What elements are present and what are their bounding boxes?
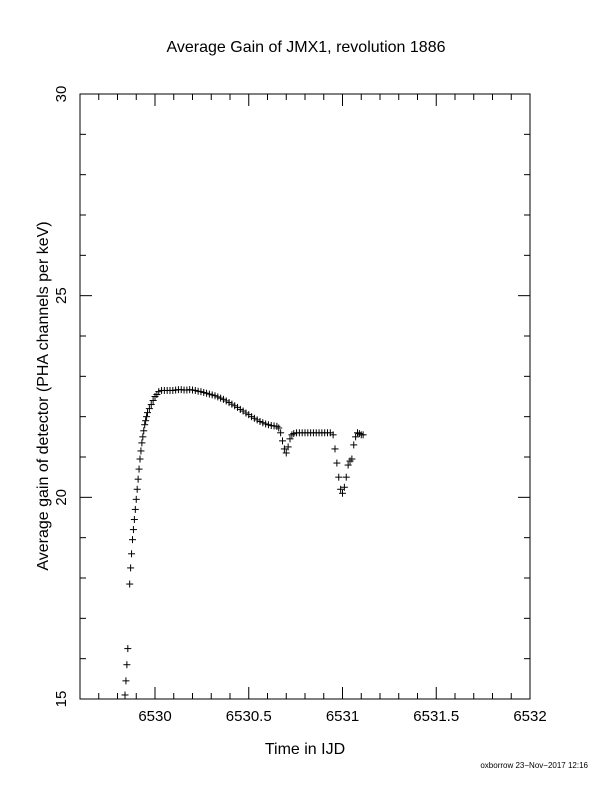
y-axis-ticks: [80, 93, 530, 700]
data-point: [132, 495, 140, 503]
data-point: [329, 431, 337, 439]
data-point: [339, 489, 346, 497]
data-point: [127, 564, 135, 572]
data-point: [279, 437, 286, 445]
x-tick-label: 6530.5: [226, 708, 272, 725]
data-point: [359, 431, 367, 439]
data-point: [344, 461, 352, 469]
data-point: [149, 397, 157, 405]
x-axis-label: Time in IJD: [265, 741, 345, 758]
data-point: [145, 405, 153, 413]
x-tick-label: 6531: [326, 708, 359, 725]
data-point: [129, 536, 136, 544]
data-point: [126, 580, 134, 588]
x-tick-label: 6532: [513, 708, 546, 725]
data-point: [129, 526, 137, 534]
data-point: [350, 441, 358, 449]
data-point: [136, 455, 144, 463]
data-point: [348, 455, 356, 463]
x-tick-label: 6530: [138, 708, 171, 725]
data-point: [142, 417, 150, 425]
y-tick-label: 25: [53, 287, 70, 304]
data-point: [124, 645, 132, 653]
x-tick-label: 6531.5: [413, 708, 459, 725]
data-point: [275, 424, 283, 432]
data-point: [286, 435, 294, 443]
data-point: [143, 413, 151, 421]
data-point: [284, 443, 292, 451]
x-axis-ticks: [79, 94, 531, 699]
data-point: [137, 447, 145, 455]
data-point: [123, 661, 131, 669]
x-axis-tick-labels: 6530 6530.5 6531 6531.5 6532: [138, 708, 546, 725]
data-point: [131, 505, 139, 513]
data-point: [340, 483, 348, 491]
data-point: [352, 433, 360, 441]
data-point: [277, 429, 285, 437]
data-point: [135, 465, 143, 473]
y-tick-label: 15: [53, 691, 70, 708]
data-point: [280, 445, 288, 453]
data-point: [342, 473, 350, 481]
data-point: [337, 485, 345, 493]
y-tick-label: 30: [53, 86, 70, 103]
data-point: [130, 516, 138, 524]
data-points: [121, 386, 367, 699]
y-axis-tick-labels: 15 20 25 30: [53, 86, 70, 708]
data-point: [335, 473, 343, 481]
y-tick-label: 20: [53, 489, 70, 506]
footer-timestamp: oxborrow 23−Nov−2017 12:16: [480, 761, 588, 770]
data-point: [144, 409, 151, 417]
data-point: [355, 430, 363, 438]
data-point: [122, 677, 130, 685]
chart-title: Average Gain of JMX1, revolution 1886: [167, 39, 446, 56]
y-axis-label: Average gain of detector (PHA channels p…: [35, 221, 52, 570]
data-point: [134, 475, 142, 483]
data-point: [133, 485, 141, 493]
data-point: [147, 401, 155, 409]
data-point: [282, 449, 290, 457]
data-point: [121, 691, 129, 699]
data-point: [333, 459, 341, 467]
plot-frame: [79, 93, 531, 700]
data-point: [141, 421, 149, 429]
data-point: [331, 445, 339, 453]
data-point: [140, 427, 148, 435]
data-point: [139, 433, 147, 441]
data-point: [138, 439, 146, 447]
data-point: [128, 550, 136, 558]
